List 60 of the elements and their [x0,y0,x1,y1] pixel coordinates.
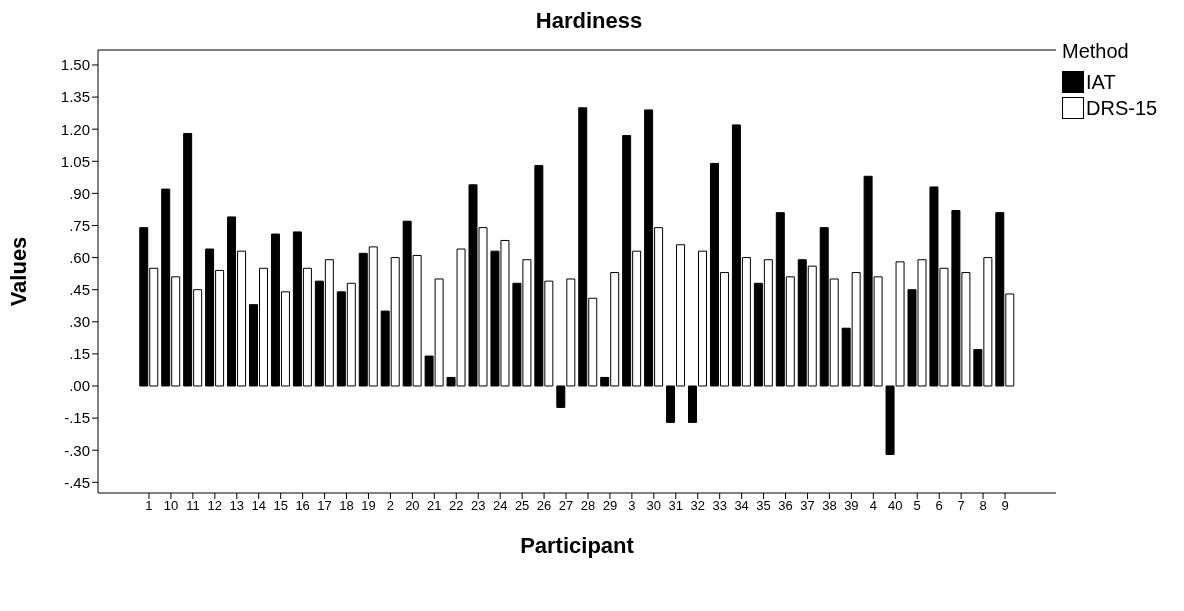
x-tick-label: 37 [800,498,815,514]
legend-label: DRS-15 [1086,96,1158,121]
x-tick-label: 20 [405,498,420,514]
y-tick-label: 1.50 [60,56,90,74]
x-tick-label: 2 [386,498,395,514]
y-tick-label: 1.20 [60,120,90,138]
x-tick-label: 5 [913,498,921,514]
x-tick-label: 33 [712,498,727,514]
x-tick-label: 38 [822,498,837,514]
x-tick-label: 28 [580,498,596,514]
x-tick-label: 13 [229,498,245,514]
x-tick-label: 8 [979,498,987,514]
x-tick-label: 10 [163,498,179,514]
x-tick-label: 35 [756,498,771,514]
x-tick-label: 31 [668,498,684,514]
x-tick-label: 30 [646,498,662,514]
y-tick-label: .45 [69,281,90,299]
y-tick-label: -.45 [64,473,90,491]
x-tick-label: 16 [295,498,310,514]
y-tick-label: .30 [69,313,90,331]
y-tick-label: .15 [69,345,90,363]
x-tick-label: 39 [844,498,859,514]
x-tick-label: 25 [514,498,530,514]
x-tick-label: 6 [935,498,943,514]
y-axis-title: Values [5,236,31,307]
chart-title: Hardiness [534,8,644,34]
x-tick-label: 14 [251,498,266,514]
x-tick-label: 12 [207,498,223,514]
y-tick-label: .60 [69,248,90,266]
x-tick-label: 29 [602,498,618,514]
x-tick-label: 18 [339,498,354,514]
y-tick-label: 1.05 [60,152,90,170]
x-tick-label: 23 [470,498,486,514]
y-tick-label: .00 [69,377,90,395]
x-tick-label: 32 [690,498,705,514]
x-tick-label: 4 [869,498,877,514]
x-tick-label: 17 [317,498,332,514]
x-tick-label: 15 [273,498,288,514]
x-tick-label: 22 [449,498,464,514]
x-tick-label: 21 [427,498,442,514]
x-tick-label: 34 [734,498,749,514]
x-tick-label: 26 [536,498,552,514]
y-tick-label: .75 [69,216,90,234]
legend-label: IAT [1086,70,1116,95]
x-tick-label: 7 [957,498,965,514]
x-axis-title: Participant [520,533,635,558]
x-tick-label: 1 [145,498,153,514]
x-tick-label: 3 [628,498,636,514]
x-tick-label: 36 [778,498,793,514]
x-tick-label: 11 [186,498,200,514]
legend-title: Method [1062,40,1130,63]
y-tick-label: .90 [69,184,90,202]
y-tick-label: 1.35 [60,88,90,106]
x-tick-label: 27 [558,498,574,514]
y-tick-label: -.15 [64,409,90,427]
x-tick-label: 9 [1001,498,1009,514]
y-tick-label: -.30 [64,441,90,459]
x-tick-label: 19 [361,498,376,514]
x-tick-label: 24 [492,498,508,514]
x-tick-label: 40 [888,498,903,514]
